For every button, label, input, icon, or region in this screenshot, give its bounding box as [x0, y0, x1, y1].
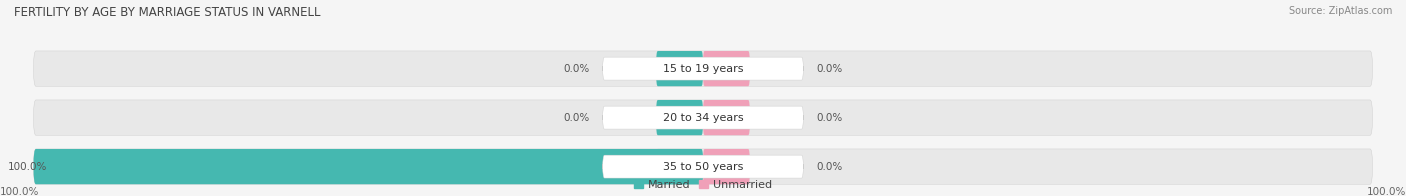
FancyBboxPatch shape	[657, 100, 703, 135]
Text: Source: ZipAtlas.com: Source: ZipAtlas.com	[1288, 6, 1392, 16]
FancyBboxPatch shape	[657, 51, 703, 86]
Text: 0.0%: 0.0%	[817, 64, 844, 74]
FancyBboxPatch shape	[703, 149, 749, 184]
FancyBboxPatch shape	[34, 149, 703, 184]
Text: 20 to 34 years: 20 to 34 years	[662, 113, 744, 123]
Text: FERTILITY BY AGE BY MARRIAGE STATUS IN VARNELL: FERTILITY BY AGE BY MARRIAGE STATUS IN V…	[14, 6, 321, 19]
FancyBboxPatch shape	[603, 106, 803, 129]
Legend: Married, Unmarried: Married, Unmarried	[630, 175, 776, 194]
Text: 0.0%: 0.0%	[817, 113, 844, 123]
FancyBboxPatch shape	[34, 100, 1372, 135]
FancyBboxPatch shape	[603, 57, 803, 80]
Text: 15 to 19 years: 15 to 19 years	[662, 64, 744, 74]
FancyBboxPatch shape	[703, 100, 749, 135]
Text: 0.0%: 0.0%	[817, 162, 844, 172]
FancyBboxPatch shape	[657, 149, 703, 184]
FancyBboxPatch shape	[34, 51, 1372, 86]
Text: 0.0%: 0.0%	[562, 113, 589, 123]
Text: 100.0%: 100.0%	[7, 162, 46, 172]
FancyBboxPatch shape	[603, 155, 803, 178]
Text: 0.0%: 0.0%	[562, 64, 589, 74]
FancyBboxPatch shape	[703, 51, 749, 86]
Text: 100.0%: 100.0%	[0, 187, 39, 196]
FancyBboxPatch shape	[34, 149, 1372, 184]
Text: 100.0%: 100.0%	[1367, 187, 1406, 196]
Text: 35 to 50 years: 35 to 50 years	[662, 162, 744, 172]
